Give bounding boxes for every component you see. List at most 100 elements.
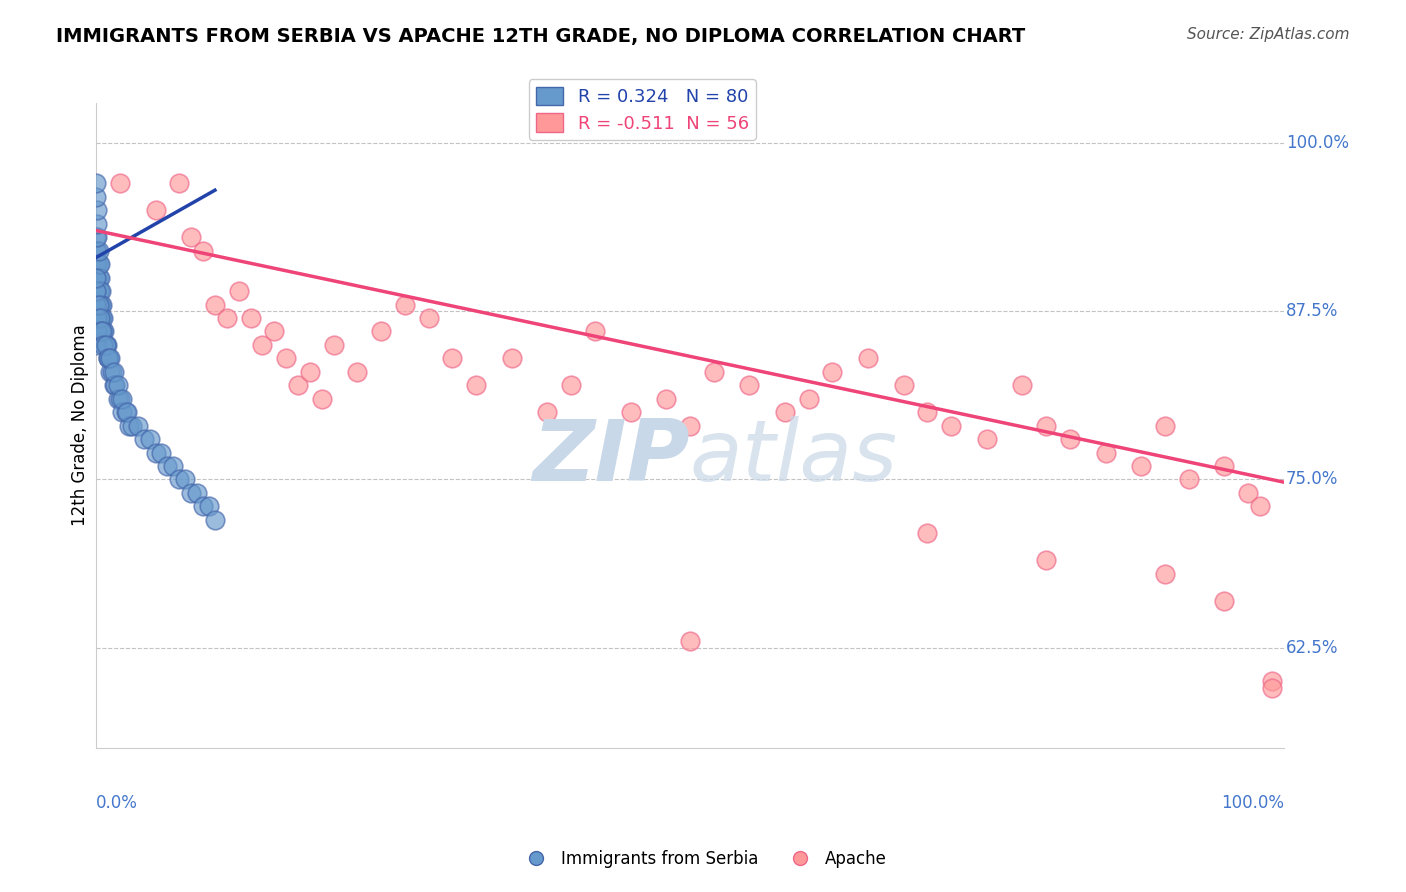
Point xyxy=(169,472,191,486)
Point xyxy=(239,310,262,325)
Point xyxy=(86,244,108,258)
Point xyxy=(252,338,274,352)
Point xyxy=(797,392,820,406)
Point xyxy=(287,378,309,392)
Point xyxy=(180,230,202,244)
Point xyxy=(98,351,121,366)
Point xyxy=(976,432,998,446)
Point xyxy=(115,405,138,419)
Point xyxy=(1261,681,1284,695)
Point xyxy=(127,418,149,433)
Point xyxy=(738,378,761,392)
Point xyxy=(322,338,344,352)
Point xyxy=(86,217,108,231)
Point xyxy=(91,310,114,325)
Point xyxy=(103,365,125,379)
Point xyxy=(773,405,796,419)
Legend: R = 0.324   N = 80, R = -0.511  N = 56: R = 0.324 N = 80, R = -0.511 N = 56 xyxy=(529,79,756,140)
Point xyxy=(90,284,112,298)
Point xyxy=(536,405,558,419)
Point xyxy=(191,500,214,514)
Point xyxy=(108,392,131,406)
Point xyxy=(97,351,120,366)
Point xyxy=(215,310,238,325)
Text: Source: ZipAtlas.com: Source: ZipAtlas.com xyxy=(1187,27,1350,42)
Point xyxy=(84,230,107,244)
Point xyxy=(655,392,678,406)
Point xyxy=(1154,566,1177,581)
Point xyxy=(939,418,962,433)
Point xyxy=(84,284,107,298)
Point xyxy=(87,284,110,298)
Point xyxy=(311,392,333,406)
Point xyxy=(1213,458,1236,473)
Text: 87.5%: 87.5% xyxy=(1286,302,1339,320)
Point xyxy=(100,365,122,379)
Point xyxy=(298,365,321,379)
Point xyxy=(204,513,226,527)
Point xyxy=(89,284,111,298)
Text: ZIP: ZIP xyxy=(533,417,690,500)
Y-axis label: 12th Grade, No Diploma: 12th Grade, No Diploma xyxy=(72,325,89,526)
Point xyxy=(276,351,298,366)
Point xyxy=(84,244,107,258)
Point xyxy=(87,297,110,311)
Point xyxy=(86,325,108,339)
Point xyxy=(1249,500,1271,514)
Point xyxy=(87,270,110,285)
Point xyxy=(204,297,226,311)
Point xyxy=(84,270,107,285)
Point xyxy=(91,310,114,325)
Text: 0.0%: 0.0% xyxy=(96,794,138,812)
Point xyxy=(893,378,915,392)
Point xyxy=(115,405,138,419)
Point xyxy=(84,297,107,311)
Point xyxy=(1237,486,1260,500)
Point xyxy=(86,270,108,285)
Point xyxy=(856,351,879,366)
Point xyxy=(86,257,108,271)
Point xyxy=(174,472,197,486)
Point xyxy=(91,325,114,339)
Point xyxy=(679,418,702,433)
Point xyxy=(84,270,107,285)
Point xyxy=(191,244,214,258)
Point xyxy=(89,310,111,325)
Point xyxy=(86,203,108,218)
Point xyxy=(86,310,108,325)
Point xyxy=(84,257,107,271)
Point xyxy=(97,351,120,366)
Point xyxy=(84,338,107,352)
Point xyxy=(162,458,184,473)
Point xyxy=(84,190,107,204)
Point xyxy=(228,284,250,298)
Text: 100.0%: 100.0% xyxy=(1286,134,1348,153)
Point xyxy=(87,257,110,271)
Point xyxy=(111,392,134,406)
Point xyxy=(917,405,939,419)
Point xyxy=(132,432,155,446)
Point xyxy=(1035,418,1057,433)
Point xyxy=(89,297,111,311)
Point xyxy=(86,284,108,298)
Point xyxy=(89,270,111,285)
Point xyxy=(93,325,115,339)
Point xyxy=(96,338,118,352)
Point xyxy=(169,177,191,191)
Point xyxy=(138,432,160,446)
Point xyxy=(501,351,523,366)
Point xyxy=(703,365,725,379)
Point xyxy=(87,244,110,258)
Point xyxy=(94,338,117,352)
Point xyxy=(346,365,368,379)
Point xyxy=(679,633,702,648)
Point xyxy=(87,297,110,311)
Point xyxy=(1094,445,1116,459)
Point xyxy=(821,365,844,379)
Point xyxy=(1130,458,1153,473)
Point xyxy=(560,378,582,392)
Point xyxy=(84,284,107,298)
Point xyxy=(91,338,114,352)
Text: IMMIGRANTS FROM SERBIA VS APACHE 12TH GRADE, NO DIPLOMA CORRELATION CHART: IMMIGRANTS FROM SERBIA VS APACHE 12TH GR… xyxy=(56,27,1025,45)
Point xyxy=(90,325,112,339)
